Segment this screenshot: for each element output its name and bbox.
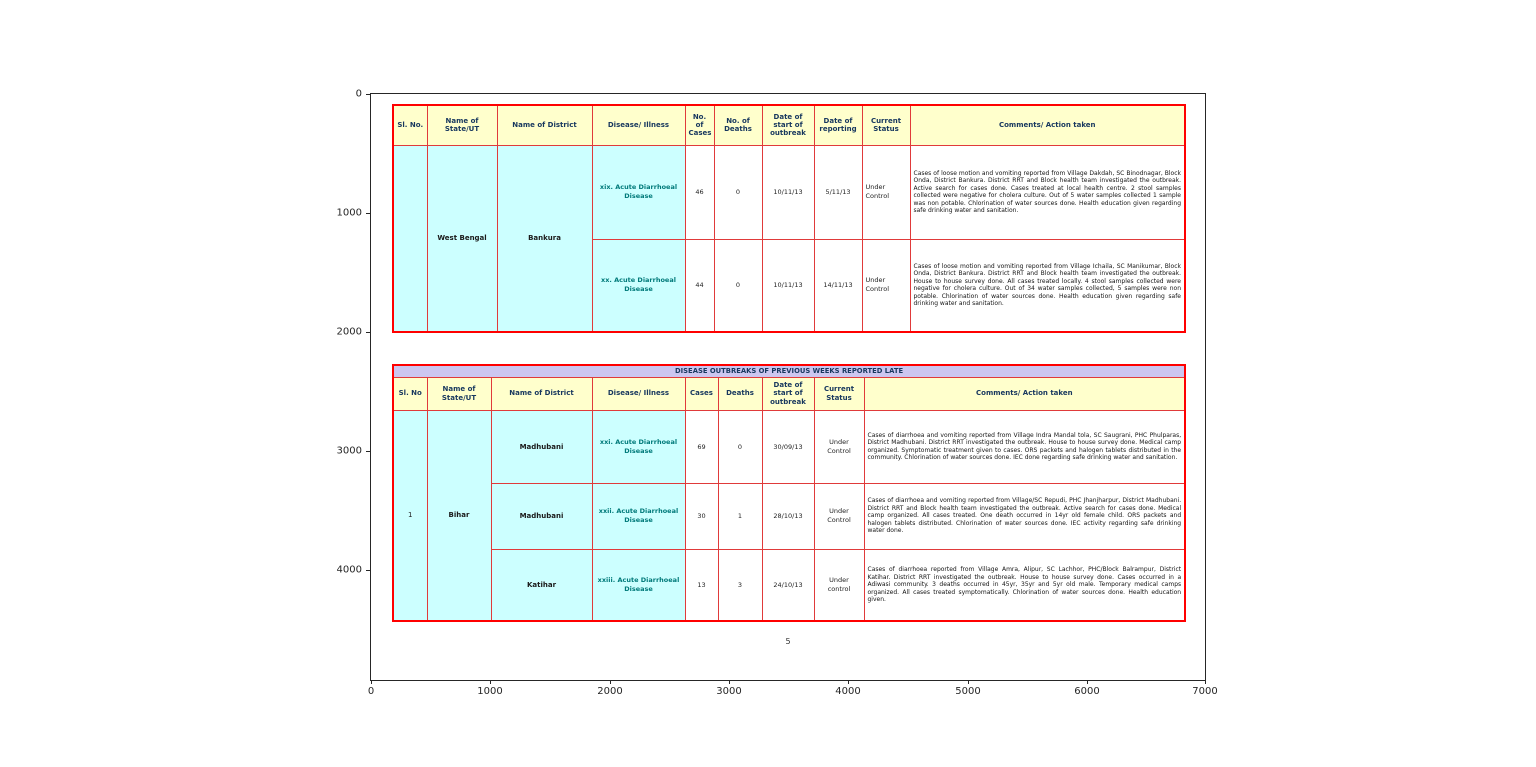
cell-state: Bihar [426,409,492,622]
col-header-comments: Comments/ Action taken [863,376,1186,411]
col-header-deaths: No. of Deaths [713,104,763,146]
cell-deaths: 0 [717,409,763,484]
col-header-district: Name of District [490,376,593,411]
cell-date-start: 30/09/13 [761,409,815,484]
col-header-status: Current Status [813,376,865,411]
cell-deaths: 0 [713,238,763,333]
y-tick-label: 3000 [336,445,362,457]
cell-disease: xxiii. Acute Diarrhoeal Disease [591,548,686,622]
cell-date-reporting: 5/11/13 [813,144,863,240]
cell-disease: xx. Acute Diarrhoeal Disease [591,238,686,333]
x-tick-mark [610,680,611,684]
y-tick-mark [366,570,370,571]
cell-status: Under Control [813,482,865,550]
cell-disease: xix. Acute Diarrhoeal Disease [591,144,686,240]
col-header-state: Name of State/UT [426,376,492,411]
x-tick-label: 4000 [835,686,861,697]
table-row: Katihar xxiii. Acute Diarrhoeal Disease … [393,548,1186,622]
table-title-row: DISEASE OUTBREAKS OF PREVIOUS WEEKS REPO… [392,364,1186,378]
x-tick-label: 1000 [477,686,503,697]
page-number: 5 [785,637,791,646]
cell-comments: Cases of loose motion and vomiting repor… [909,238,1186,333]
col-header-deaths: Deaths [717,376,763,411]
x-tick-label: 6000 [1074,686,1100,697]
y-tick-mark [366,451,370,452]
x-tick-label: 2000 [597,686,623,697]
table-row: Madhubani xxii. Acute Diarrhoeal Disease… [393,482,1186,550]
x-tick-mark [968,680,969,684]
cell-district: Madhubani [490,409,593,484]
col-header-comments: Comments/ Action taken [909,104,1186,146]
x-tick-mark [490,680,491,684]
cell-deaths: 1 [717,482,763,550]
col-header-cases: No. of Cases [684,104,715,146]
cell-comments: Cases of diarrhoea and vomiting reported… [863,482,1186,550]
cell-disease: xxi. Acute Diarrhoeal Disease [591,409,686,484]
cell-comments: Cases of diarrhoea and vomiting reported… [863,409,1186,484]
cell-date-start: 24/10/13 [761,548,815,622]
y-tick-label: 4000 [336,564,362,576]
cell-district: Madhubani [490,482,593,550]
cell-cases: 30 [684,482,719,550]
x-tick-label: 0 [367,686,375,697]
y-tick-mark [366,213,370,214]
cell-date-start: 28/10/13 [761,482,815,550]
cell-sl-no [392,144,428,333]
cell-state: West Bengal [426,144,498,333]
col-header-disease: Disease/ Illness [591,376,686,411]
table-header-row: Sl. No. Name of State/UT Name of Distric… [392,104,1186,146]
col-header-date-start: Date of start of outbreak [761,104,815,146]
table-row: 1 Bihar Madhubani xxi. Acute Diarrhoeal … [392,409,1186,622]
cell-comments: Cases of diarrhoea reported from Village… [863,548,1186,622]
cell-cases: 46 [684,144,715,240]
cell-status: Under control [813,548,865,622]
cell-sl-no: 1 [392,409,428,622]
cell-date-start: 10/11/13 [761,144,815,240]
cell-cases: 13 [684,548,719,622]
table-header-row: Sl. No Name of State/UT Name of District… [392,376,1186,411]
y-tick-mark [366,332,370,333]
col-header-sl-no: Sl. No [392,376,428,411]
x-tick-mark [729,680,730,684]
col-header-status: Current Status [861,104,911,146]
col-header-sl-no: Sl. No. [392,104,428,146]
y-tick-label: 2000 [336,326,362,338]
plot-axes: 0 1000 2000 3000 4000 5000 6000 7000 0 1… [337,89,1218,698]
y-tick-label: 1000 [336,207,362,219]
cell-date-reporting: 14/11/13 [813,238,863,333]
table-row: xx. Acute Diarrhoeal Disease 44 0 10/11/… [393,238,1186,333]
x-tick-mark [1205,680,1206,684]
cell-status: Under Control [861,238,911,333]
col-header-date-start: Date of start of outbreak [761,376,815,411]
cell-cases: 69 [684,409,719,484]
cell-deaths: 3 [717,548,763,622]
outbreak-table-current-week: Sl. No. Name of State/UT Name of Distric… [392,104,1186,333]
x-tick-mark [848,680,849,684]
col-header-district: Name of District [496,104,593,146]
cell-district: Katihar [490,548,593,622]
cell-district: Bankura [496,144,593,333]
x-tick-label: 7000 [1192,686,1218,697]
y-tick-mark [366,94,370,95]
cell-disease: xxii. Acute Diarrhoeal Disease [591,482,686,550]
x-tick-mark [371,680,372,684]
x-tick-label: 5000 [955,686,981,697]
cell-status: Under Control [861,144,911,240]
col-header-disease: Disease/ Illness [591,104,686,146]
y-tick-label: 0 [355,88,362,100]
table-row: West Bengal Bankura xix. Acute Diarrhoea… [392,144,1186,333]
col-header-state: Name of State/UT [426,104,498,146]
cell-status: Under Control [813,409,865,484]
col-header-date-reporting: Date of reporting [813,104,863,146]
cell-cases: 44 [684,238,715,333]
table-title: DISEASE OUTBREAKS OF PREVIOUS WEEKS REPO… [392,364,1186,378]
cell-date-start: 10/11/13 [761,238,815,333]
x-tick-mark [1087,680,1088,684]
outbreak-table-reported-late: DISEASE OUTBREAKS OF PREVIOUS WEEKS REPO… [392,364,1187,622]
cell-comments: Cases of loose motion and vomiting repor… [909,144,1186,240]
col-header-cases: Cases [684,376,719,411]
x-tick-label: 3000 [716,686,742,697]
cell-deaths: 0 [713,144,763,240]
